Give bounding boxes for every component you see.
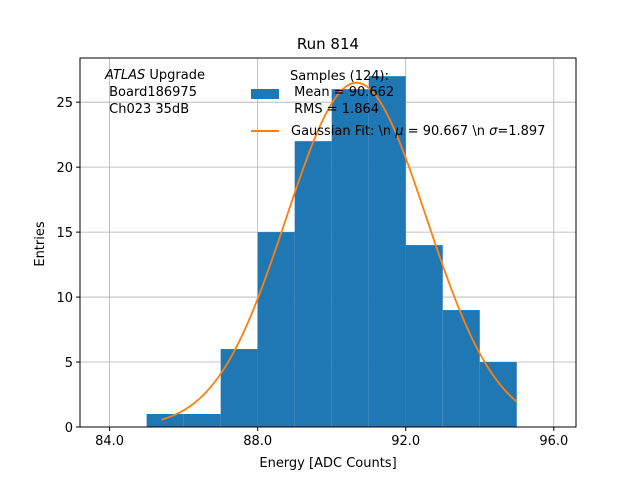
legend-fit-mu-symbol: μ (394, 124, 403, 139)
histogram-bar (146, 414, 184, 427)
legend-fit-sigma-text: =1.897 (497, 124, 545, 139)
histogram-bar (220, 349, 258, 427)
x-tick-label: 96.0 (539, 434, 568, 449)
chart-title: Run 814 (297, 35, 359, 53)
legend-fit-prefix: Gaussian Fit: \n (291, 124, 395, 139)
legend-fit-label: Gaussian Fit: \n μ = 90.667 \n σ=1.897 (291, 124, 545, 139)
histogram-bar (294, 141, 332, 428)
plot-frame (79, 57, 577, 428)
histogram-bar (479, 362, 517, 427)
y-tick-label: 10 (56, 291, 73, 306)
x-axis-label: Energy [ADC Counts] (259, 456, 396, 471)
legend-samples-line-1: Samples (124): (290, 69, 389, 84)
legend-fit-sigma-symbol: σ (489, 124, 498, 139)
histogram-bar (368, 76, 406, 428)
annotation-line-1: ATLAS Upgrade (104, 68, 205, 83)
annotation-atlas: ATLAS (104, 68, 145, 83)
y-tick-label: 15 (56, 226, 73, 241)
histogram-bar (331, 89, 369, 427)
legend-samples-line-3: RMS = 1.864 (290, 102, 379, 117)
annotation-upgrade: Upgrade (145, 68, 205, 83)
legend-patch-samples (251, 89, 279, 99)
y-tick-label: 5 (65, 356, 73, 371)
gaussian-fit (161, 81, 518, 421)
histogram-bar (442, 310, 480, 427)
legend-samples-line-2: Mean = 90.662 (290, 85, 394, 100)
legend: Samples (124): Mean = 90.662 RMS = 1.864… (251, 69, 545, 139)
x-tick-label: 88.0 (243, 434, 272, 449)
annotation-line-3: Ch023 35dB (105, 102, 189, 117)
histogram-bar (183, 414, 221, 427)
y-tick-label: 25 (56, 96, 73, 111)
x-tick-label: 84.0 (95, 434, 124, 449)
histogram-bar (405, 245, 443, 427)
histogram-bars (146, 76, 517, 428)
y-tick-label: 0 (65, 421, 73, 436)
y-axis-ticks: 0 5 10 15 20 25 (56, 96, 80, 436)
y-tick-label: 20 (56, 161, 73, 176)
histogram-bar (257, 232, 295, 427)
atlas-annotation: ATLAS Upgrade Board186975 Ch023 35dB (104, 68, 205, 117)
legend-fit-mu-text: = 90.667 \n (404, 124, 490, 139)
x-tick-label: 92.0 (391, 434, 420, 449)
y-axis-label: Entries (33, 221, 48, 267)
x-axis-ticks: 84.0 88.0 92.0 96.0 (95, 427, 568, 449)
annotation-line-2: Board186975 (105, 85, 197, 100)
gaussian-fit-curve (161, 81, 518, 421)
